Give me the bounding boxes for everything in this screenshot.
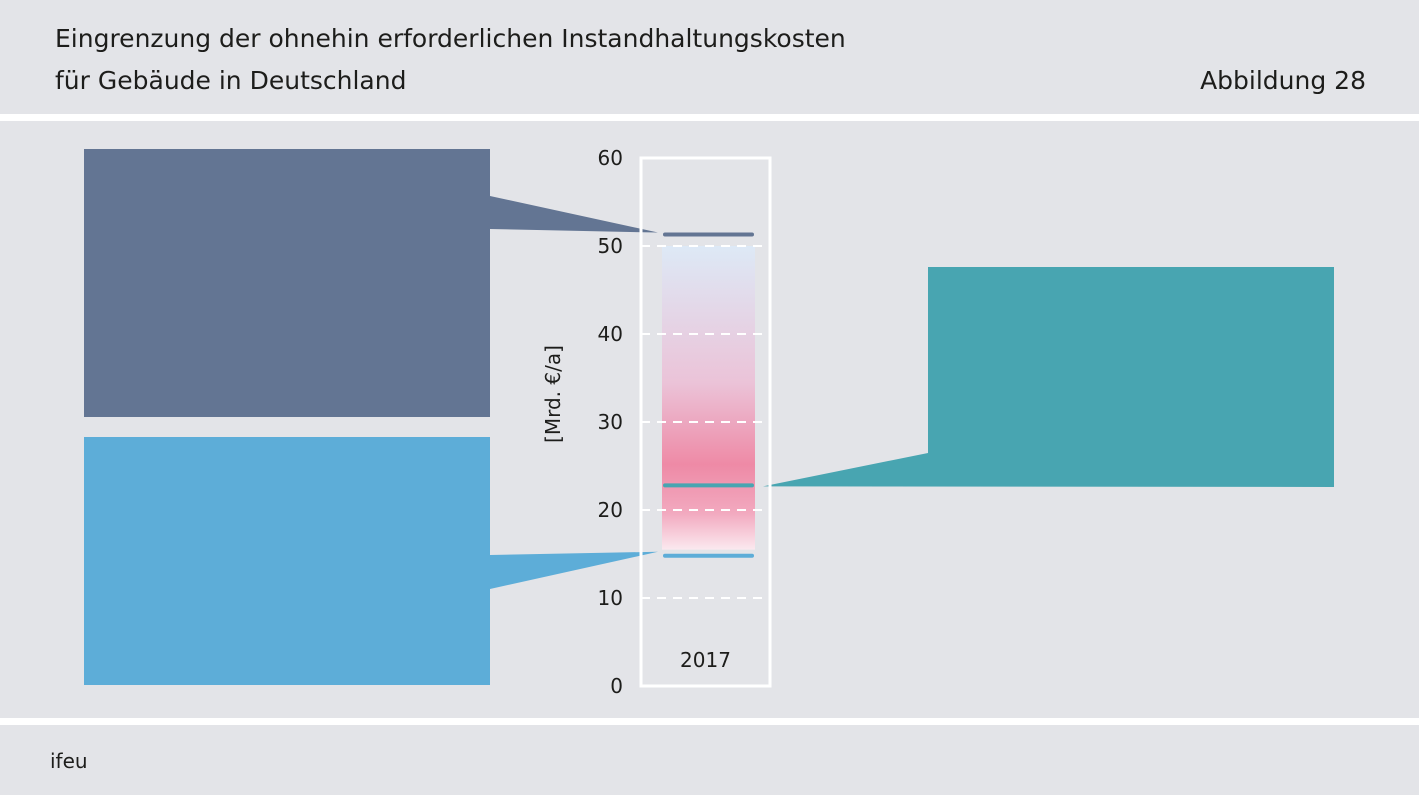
header-band <box>0 0 1419 114</box>
gridlines <box>641 245 770 599</box>
chart-title-line2: für Gebäude in Deutschland <box>55 66 407 95</box>
category-label-2017: 2017 <box>680 648 731 672</box>
y-tick-label-30: 30 <box>598 410 623 434</box>
y-axis-label: [Mrd. €/a] <box>541 345 565 443</box>
y-tick-labels: 0 10 20 30 40 50 60 <box>598 146 623 698</box>
y-tick-label-40: 40 <box>598 322 623 346</box>
y-tick-label-60: 60 <box>598 146 623 170</box>
y-tick-label-0: 0 <box>610 674 623 698</box>
y-tick-label-20: 20 <box>598 498 623 522</box>
callout-lower-box <box>84 437 658 685</box>
figure-label: Abbildung 28 <box>1200 66 1366 95</box>
y-tick-label-10: 10 <box>598 586 623 610</box>
source-label: ifeu <box>50 749 88 773</box>
y-tick-label-50: 50 <box>598 234 623 258</box>
callout-upper-box <box>84 149 658 417</box>
range-gradient-bar <box>662 246 755 550</box>
chart-title-line1: Eingrenzung der ohnehin erforderlichen I… <box>55 24 846 53</box>
footer-band <box>0 725 1419 795</box>
callout-middle-box <box>763 267 1334 487</box>
